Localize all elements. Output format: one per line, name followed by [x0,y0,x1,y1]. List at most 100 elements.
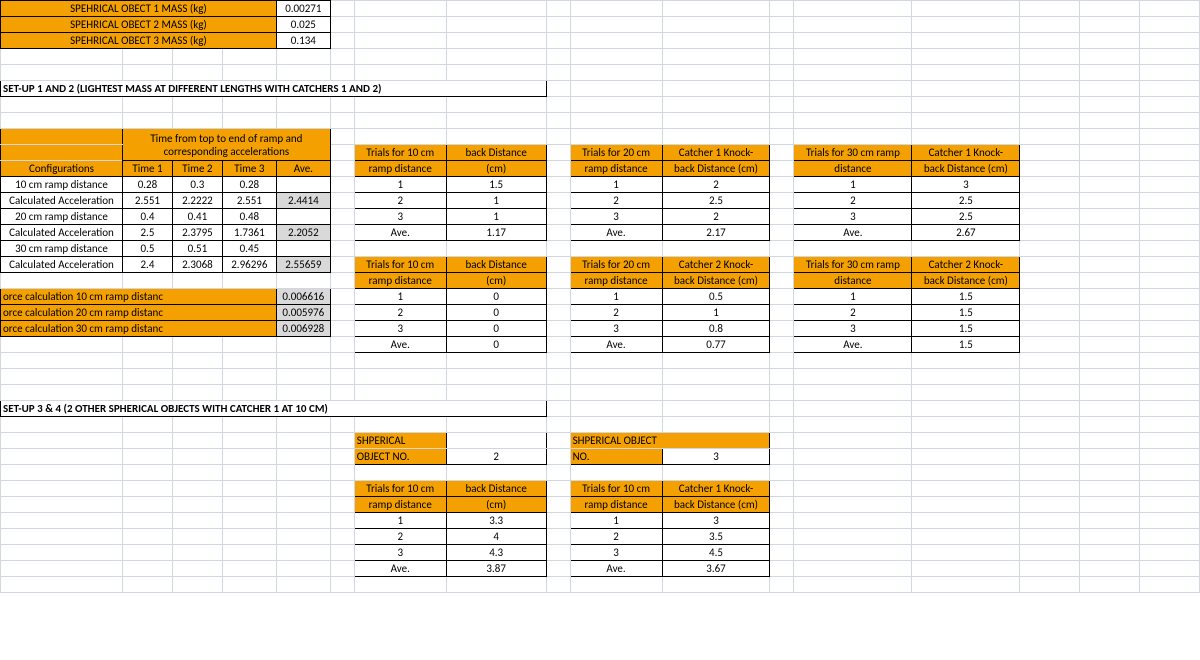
cell[interactable]: 2.96296 [222,257,276,273]
cell[interactable]: 2.5 [912,193,1020,209]
force-row-label[interactable]: orce calculation 10 cm ramp distanc [1,289,277,305]
cell[interactable]: Ave. [354,225,446,241]
cell[interactable]: 1 [794,177,912,193]
c1-30-h1b[interactable]: distance [794,161,912,177]
cell[interactable] [276,209,330,225]
spreadsheet-sheet: SPEHRICAL OBECT 1 MASS (kg) 0.00271 SPEH… [0,0,1200,660]
obj3-label2[interactable]: NO. [570,449,662,465]
times-header[interactable]: Time from top to end of ramp and corresp… [122,129,330,161]
cell[interactable]: 2 [662,177,770,193]
cell[interactable]: 1 [354,177,446,193]
cell[interactable]: 2 [354,193,446,209]
setup12-title[interactable]: SET-UP 1 AND 2 (LIGHTEST MASS AT DIFFERE… [1,81,547,97]
times-label[interactable]: Calculated Acceleration [1,257,123,273]
cell[interactable]: 2.5 [122,225,172,241]
c2-30-h1[interactable]: Trials for 30 cm ramp [794,257,912,273]
cell[interactable]: 1.17 [446,225,546,241]
cell[interactable]: 0.48 [222,209,276,225]
cell[interactable]: 0.4 [122,209,172,225]
cell[interactable] [276,241,330,257]
times-label[interactable]: Calculated Acceleration [1,225,123,241]
c2-30-h2[interactable]: Catcher 2 Knock- [912,257,1020,273]
cell[interactable]: 1 [570,177,662,193]
cell[interactable] [276,177,330,193]
cell[interactable]: 2.17 [662,225,770,241]
mass-row-value[interactable]: 0.00271 [276,1,330,17]
mass-row-value[interactable]: 0.134 [276,33,330,49]
times-col-t2[interactable]: Time 2 [172,161,222,177]
cell[interactable]: 2.551 [122,193,172,209]
c1-10-h1[interactable]: Trials for 10 cm [354,145,446,161]
cell[interactable]: 0.41 [172,209,222,225]
force-row-value[interactable]: 0.006928 [276,321,330,337]
cell[interactable]: 2.551 [222,193,276,209]
cell[interactable]: 2.67 [912,225,1020,241]
c2-20-h1[interactable]: Trials for 20 cm [570,257,662,273]
mass-row-label[interactable]: SPEHRICAL OBECT 3 MASS (kg) [1,33,277,49]
cell[interactable]: Ave. [794,225,912,241]
cell[interactable]: 2.4414 [276,193,330,209]
cell[interactable]: 1 [446,209,546,225]
cell[interactable]: 3 [912,177,1020,193]
times-label[interactable]: 20 cm ramp distance [1,209,123,225]
cell[interactable]: 0.51 [172,241,222,257]
obj3-num[interactable]: 3 [662,449,770,465]
c1-30-h2b[interactable]: back Distance (cm) [912,161,1020,177]
cell[interactable]: 2.5 [662,193,770,209]
c2-10-h2[interactable]: back Distance [446,257,546,273]
cell[interactable]: 0.28 [122,177,172,193]
c1-10-h2b[interactable]: (cm) [446,161,546,177]
cell[interactable]: 2 [794,193,912,209]
setup34-title[interactable]: SET-UP 3 & 4 (2 OTHER SPHERICAL OBJECTS … [1,401,547,417]
c1-30-h2[interactable]: Catcher 1 Knock- [912,145,1020,161]
cell[interactable]: 1.5 [446,177,546,193]
cell[interactable]: 2.4 [122,257,172,273]
cell[interactable]: 3 [794,209,912,225]
cell[interactable]: 2.2052 [276,225,330,241]
force-row-label[interactable]: orce calculation 30 cm ramp distanc [1,321,277,337]
cell[interactable]: 0.5 [122,241,172,257]
cell[interactable]: Ave. [570,225,662,241]
cell[interactable]: 2.3068 [172,257,222,273]
times-col-config[interactable]: Configurations [1,161,123,177]
cell[interactable]: 2.55659 [276,257,330,273]
force-row-value[interactable]: 0.006616 [276,289,330,305]
spreadsheet-grid[interactable]: SPEHRICAL OBECT 1 MASS (kg) 0.00271 SPEH… [0,0,1200,593]
cell[interactable]: 2.3795 [172,225,222,241]
cell[interactable]: 2 [570,193,662,209]
c1-10-h2[interactable]: back Distance [446,145,546,161]
obj2-label1[interactable]: SHPERICAL [354,433,446,449]
c1-10-h1b[interactable]: ramp distance [354,161,446,177]
times-label[interactable]: 30 cm ramp distance [1,241,123,257]
force-row-value[interactable]: 0.005976 [276,305,330,321]
force-row-label[interactable]: orce calculation 20 cm ramp distanc [1,305,277,321]
mass-row-label[interactable]: SPEHRICAL OBECT 1 MASS (kg) [1,1,277,17]
times-col-t1[interactable]: Time 1 [122,161,172,177]
cell[interactable]: 2.5 [912,209,1020,225]
c1-20-h1b[interactable]: ramp distance [570,161,662,177]
c1-20-h2b[interactable]: back Distance (cm) [662,161,770,177]
mass-row-label[interactable]: SPEHRICAL OBECT 2 MASS (kg) [1,17,277,33]
cell[interactable]: 0.45 [222,241,276,257]
c2-20-h2[interactable]: Catcher 2 Knock- [662,257,770,273]
c2-10-h1[interactable]: Trials for 10 cm [354,257,446,273]
mass-row-value[interactable]: 0.025 [276,17,330,33]
c1-30-h1[interactable]: Trials for 30 cm ramp [794,145,912,161]
cell[interactable]: 1 [446,193,546,209]
cell[interactable]: 0.28 [222,177,276,193]
c1-20-h2[interactable]: Catcher 1 Knock- [662,145,770,161]
c1-20-h1[interactable]: Trials for 20 cm [570,145,662,161]
cell[interactable]: 1.7361 [222,225,276,241]
obj3-label[interactable]: SHPERICAL OBJECT [570,433,770,449]
cell[interactable]: 0.3 [172,177,222,193]
cell[interactable]: 3 [354,209,446,225]
times-label[interactable]: Calculated Acceleration [1,193,123,209]
cell[interactable]: 3 [570,209,662,225]
obj2-label2[interactable]: OBJECT NO. [354,449,446,465]
obj2-num[interactable]: 2 [446,449,546,465]
cell[interactable]: 2.2222 [172,193,222,209]
times-col-t3[interactable]: Time 3 [222,161,276,177]
times-col-ave[interactable]: Ave. [276,161,330,177]
cell[interactable]: 2 [662,209,770,225]
times-label[interactable]: 10 cm ramp distance [1,177,123,193]
